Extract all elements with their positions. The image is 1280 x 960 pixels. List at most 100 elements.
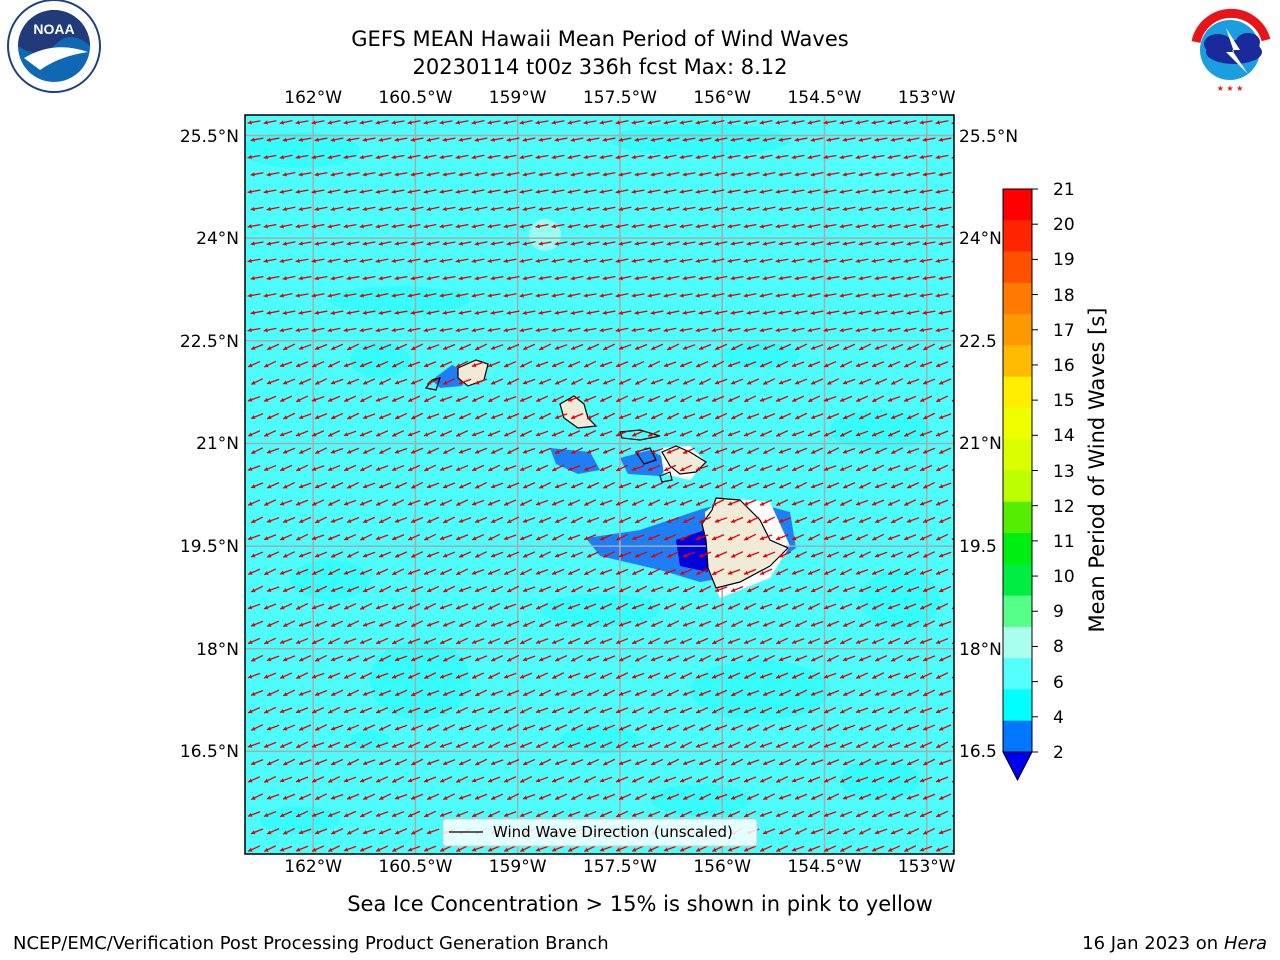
wave-direction-arrow <box>343 258 357 263</box>
wave-direction-arrow <box>314 828 328 835</box>
wave-direction-arrow <box>955 690 967 695</box>
wave-direction-arrow <box>631 568 645 576</box>
wave-direction-arrow <box>599 327 613 333</box>
wave-direction-arrow <box>343 430 357 437</box>
wave-direction-arrow <box>810 551 824 558</box>
wave-direction-arrow <box>583 845 597 853</box>
wave-direction-arrow <box>266 517 280 523</box>
wave-direction-arrow <box>906 241 920 246</box>
wave-direction-arrow <box>298 137 312 142</box>
wave-direction-arrow <box>570 551 584 558</box>
wave-direction-arrow <box>679 776 693 783</box>
wave-direction-arrow <box>378 241 392 246</box>
wave-direction-arrow <box>330 310 344 315</box>
wave-direction-arrow <box>378 724 392 731</box>
wave-direction-arrow <box>727 845 741 852</box>
wave-direction-arrow <box>455 154 469 160</box>
map-legend: Wind Wave Direction (unscaled) <box>442 818 758 847</box>
wave-direction-arrow <box>615 568 629 575</box>
wave-direction-arrow <box>727 672 741 679</box>
wave-direction-arrow <box>759 258 773 264</box>
wave-direction-arrow <box>263 499 277 507</box>
wave-direction-arrow <box>714 275 728 281</box>
wave-direction-arrow <box>362 310 376 315</box>
wave-direction-arrow <box>282 412 296 420</box>
wave-direction-arrow <box>922 758 936 766</box>
wave-direction-arrow <box>506 482 520 489</box>
wave-direction-arrow <box>823 637 837 645</box>
wave-direction-arrow <box>391 845 405 853</box>
wave-direction-arrow <box>394 655 408 662</box>
wave-direction-arrow <box>647 360 661 368</box>
wave-direction-arrow <box>311 568 325 576</box>
wave-direction-arrow <box>426 413 440 419</box>
wave-direction-arrow <box>506 585 520 593</box>
colorbar-tick-label: 18 <box>1053 285 1075 306</box>
longitude-label-bottom: 157.5°W <box>582 857 657 877</box>
wave-direction-arrow <box>775 672 789 679</box>
wave-direction-arrow <box>679 258 693 263</box>
wave-direction-arrow <box>455 810 469 818</box>
wave-direction-arrow <box>586 378 600 385</box>
wave-direction-arrow <box>666 516 680 523</box>
wave-direction-arrow <box>538 689 552 697</box>
wave-direction-arrow <box>855 533 869 541</box>
wave-direction-arrow <box>650 655 664 662</box>
wave-direction-arrow <box>794 793 808 800</box>
wave-direction-arrow <box>874 378 888 385</box>
wave-direction-arrow <box>311 637 325 645</box>
wave-direction-arrow <box>698 206 712 212</box>
wave-direction-arrow <box>535 430 549 437</box>
wave-direction-arrow <box>554 655 568 662</box>
wave-direction-arrow <box>695 120 709 125</box>
wave-direction-arrow <box>874 759 888 765</box>
wave-direction-arrow <box>407 154 421 160</box>
wave-direction-arrow <box>714 758 728 766</box>
wave-direction-arrow <box>955 207 968 211</box>
wave-direction-arrow <box>330 620 344 627</box>
wave-direction-arrow <box>298 206 312 212</box>
wave-direction-arrow <box>823 224 837 229</box>
wave-direction-arrow <box>938 724 952 731</box>
wave-direction-arrow <box>458 412 472 420</box>
wave-direction-arrow <box>551 499 565 506</box>
wave-direction-arrow <box>298 690 312 696</box>
wave-direction-arrow <box>263 395 277 402</box>
wave-direction-arrow <box>794 758 808 766</box>
wave-direction-arrow <box>919 568 933 575</box>
wave-direction-arrow <box>650 620 664 627</box>
wave-direction-arrow <box>330 343 344 351</box>
wave-direction-arrow <box>778 310 792 315</box>
wave-direction-arrow <box>375 672 389 679</box>
wave-direction-arrow <box>282 343 296 351</box>
wave-direction-arrow <box>711 189 725 194</box>
wave-direction-arrow <box>746 585 760 593</box>
wave-direction-arrow <box>743 293 757 298</box>
wave-direction-arrow <box>778 482 792 489</box>
wave-direction-arrow <box>426 310 440 315</box>
wave-direction-arrow <box>762 828 776 835</box>
wave-direction-arrow <box>647 223 661 229</box>
wave-direction-arrow <box>554 344 568 350</box>
wave-direction-arrow <box>666 793 680 800</box>
wave-direction-arrow <box>903 258 917 264</box>
wave-direction-arrow <box>647 534 661 541</box>
wave-direction-arrow <box>903 360 917 368</box>
wave-direction-arrow <box>711 741 725 748</box>
wave-direction-arrow <box>407 395 421 403</box>
wave-direction-arrow <box>746 447 760 454</box>
wave-direction-arrow <box>855 258 869 264</box>
footer-host: Hera <box>1223 933 1267 954</box>
wave-direction-arrow <box>330 378 344 385</box>
wave-direction-arrow <box>583 154 597 160</box>
wave-direction-arrow <box>519 395 533 402</box>
wave-direction-arrow <box>714 412 728 420</box>
wave-direction-arrow <box>263 258 277 264</box>
wave-direction-arrow <box>762 241 776 246</box>
wave-direction-arrow <box>730 793 744 800</box>
wave-direction-arrow <box>903 499 917 507</box>
wave-direction-arrow <box>711 775 725 783</box>
wave-direction-arrow <box>823 360 837 368</box>
wave-direction-arrow <box>439 327 453 333</box>
wave-direction-arrow <box>282 275 296 281</box>
